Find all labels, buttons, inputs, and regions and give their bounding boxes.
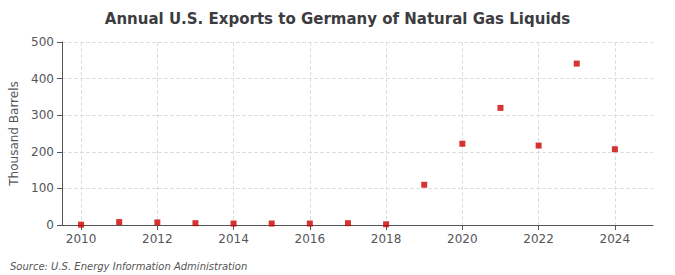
svg-text:2022: 2022 [523,232,554,246]
svg-text:2016: 2016 [295,232,326,246]
svg-text:2014: 2014 [218,232,249,246]
svg-text:2024: 2024 [600,232,631,246]
svg-text:300: 300 [31,108,54,122]
svg-text:Source: U.S. Energy Informatio: Source: U.S. Energy Information Administ… [10,261,247,272]
svg-text:200: 200 [31,145,54,159]
svg-text:2018: 2018 [371,232,402,246]
svg-text:2020: 2020 [447,232,478,246]
svg-text:100: 100 [31,181,54,195]
svg-text:400: 400 [31,72,54,86]
svg-text:500: 500 [31,35,54,49]
svg-text:0: 0 [46,218,54,232]
svg-text:Thousand Barrels: Thousand Barrels [7,81,21,186]
svg-text:2010: 2010 [66,232,97,246]
svg-text:2012: 2012 [142,232,173,246]
svg-text:Annual U.S. Exports to Germany: Annual U.S. Exports to Germany of Natura… [105,10,570,28]
